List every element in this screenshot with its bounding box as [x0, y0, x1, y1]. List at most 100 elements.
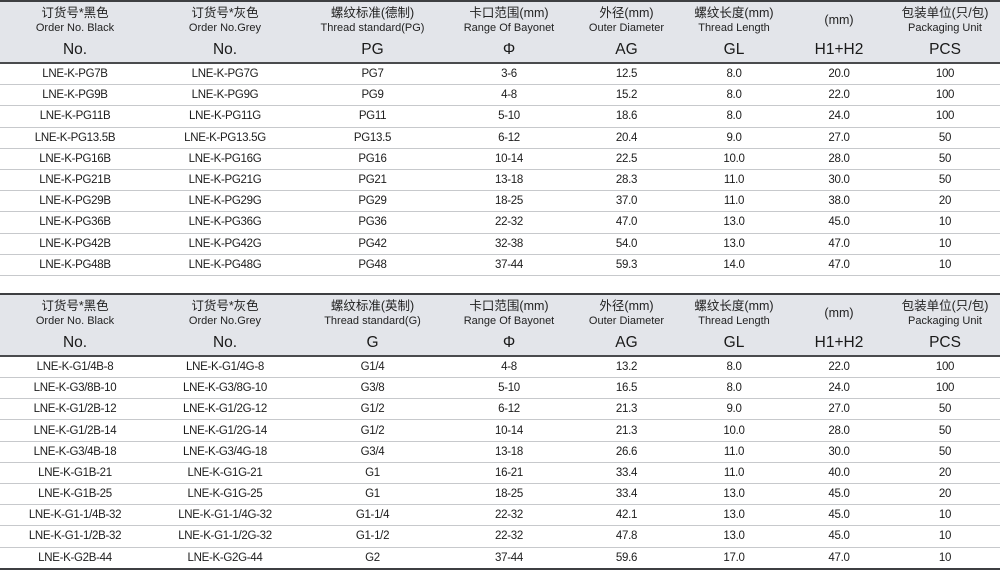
column-label-cn: 外径(mm): [599, 6, 654, 21]
cell: 32-38: [445, 233, 573, 255]
column-header: (mm) H1+H2: [788, 292, 890, 357]
column-label-en: Outer Diameter: [588, 21, 665, 34]
cell: 33.4: [573, 483, 680, 506]
column-label-cn: 订货号*灰色: [191, 299, 259, 314]
column-label-cn: 包装单位(只/包): [901, 299, 989, 314]
cell: G2: [300, 547, 445, 570]
column-label-en: Thread standard(PG): [320, 21, 425, 34]
cell: 45.0: [788, 525, 890, 548]
cell: 28.0: [788, 419, 890, 442]
cell: 13.0: [680, 483, 788, 506]
cell: LNE-K-PG13.5B: [0, 127, 150, 149]
table-row: LNE-K-G1B-21 LNE-K-G1G-21 G1 16-21 33.4 11.0 4…: [0, 462, 1000, 485]
cell: 8.0: [680, 63, 788, 86]
cell: LNE-K-G2G-44: [150, 547, 300, 570]
cell: 20.0: [788, 63, 890, 86]
column-code: No.: [62, 333, 88, 351]
column-header: 卡口范围(mm) Range Of Bayonet Φ: [445, 0, 573, 64]
cell: 4-8: [445, 355, 573, 379]
cell: LNE-K-G3/8G-10: [150, 377, 300, 400]
cell: PG29: [300, 190, 445, 213]
cell: 47.0: [573, 211, 680, 234]
cell: 3-6: [445, 63, 573, 86]
column-code: AG: [615, 41, 638, 58]
column-label-cn: 订货号*灰色: [191, 6, 259, 21]
column-code: PCS: [929, 41, 961, 58]
cell: G1/4: [300, 355, 445, 379]
cell: G1-1/4: [300, 504, 445, 527]
column-code: PCS: [929, 333, 961, 351]
cell: 28.0: [788, 148, 890, 170]
cell: PG16: [300, 148, 445, 170]
column-label-cn: 订货号*黑色: [41, 299, 109, 314]
table-row: LNE-K-G1/4B-8 LNE-K-G1/4G-8 G1/4 4-8 13.2 8.0…: [0, 355, 1000, 379]
cell: 45.0: [788, 483, 890, 506]
cell: 10: [890, 211, 1000, 234]
cell: 59.3: [573, 254, 680, 276]
cell: 20: [890, 190, 1000, 213]
cell: LNE-K-G1-1/4B-32: [0, 504, 150, 527]
cell: 22-32: [445, 525, 573, 548]
header-row: 订货号*黑色 Order No. Black No. 订货号*灰色 Order No.G…: [0, 292, 1000, 357]
column-label-en: Range Of Bayonet: [463, 314, 555, 327]
cell: G3/8: [300, 377, 445, 400]
cell: 10: [890, 547, 1000, 570]
cell: 8.0: [680, 105, 788, 128]
cell: PG21: [300, 169, 445, 192]
column-label-en: Outer Diameter: [588, 314, 665, 327]
cell: G3/4: [300, 441, 445, 463]
cell: 100: [890, 377, 1000, 400]
cell: LNE-K-PG9G: [150, 84, 300, 107]
cell: 13.0: [680, 233, 788, 255]
column-header: 订货号*灰色 Order No.Grey No.: [150, 0, 300, 64]
cell: 22-32: [445, 504, 573, 527]
g-table-body: LNE-K-G1/4B-8 LNE-K-G1/4G-8 G1/4 4-8 13.2 8.0…: [0, 355, 1000, 570]
table-row: LNE-K-G1-1/4B-32 LNE-K-G1-1/4G-32 G1-1/4 22…: [0, 504, 1000, 527]
cell: 20: [890, 462, 1000, 485]
cell: 47.0: [788, 233, 890, 255]
cell: LNE-K-G1G-21: [150, 462, 300, 485]
table-row: LNE-K-G1-1/2B-32 LNE-K-G1-1/2G-32 G1-1/2 22…: [0, 525, 1000, 548]
column-label-cn: 螺纹标准(德制): [330, 6, 415, 21]
cell: LNE-K-G1B-21: [0, 462, 150, 485]
column-label-cn: 外径(mm): [599, 299, 654, 314]
column-code: Φ: [502, 333, 516, 351]
column-code: No.: [212, 333, 238, 351]
cell: 11.0: [680, 462, 788, 485]
cell: LNE-K-PG48G: [150, 254, 300, 276]
cell: 47.0: [788, 547, 890, 570]
cell: PG42: [300, 233, 445, 255]
cell: LNE-K-G1-1/2G-32: [150, 525, 300, 548]
cell: LNE-K-PG16B: [0, 148, 150, 170]
cell: LNE-K-G1/2G-12: [150, 398, 300, 421]
cell: 27.0: [788, 127, 890, 149]
cell: 24.0: [788, 105, 890, 128]
pg-table-body: LNE-K-PG7B LNE-K-PG7G PG7 3-6 12.5 8.0 20.0 100…: [0, 63, 1000, 276]
cell: 54.0: [573, 233, 680, 255]
header-row: 订货号*黑色 Order No. Black No. 订货号*灰色 Order No.G…: [0, 0, 1000, 64]
cell: PG7: [300, 63, 445, 86]
cell: 21.3: [573, 398, 680, 421]
column-code: H1+H2: [814, 41, 864, 58]
cell: 100: [890, 355, 1000, 379]
cell: LNE-K-G1/2B-14: [0, 419, 150, 442]
cell: 13-18: [445, 169, 573, 192]
cell: 16.5: [573, 377, 680, 400]
cell: LNE-K-G1-1/2B-32: [0, 525, 150, 548]
cell: 59.6: [573, 547, 680, 570]
table-row: LNE-K-PG13.5B LNE-K-PG13.5G PG13.5 6-12 20.4…: [0, 127, 1000, 149]
cell: 5-10: [445, 377, 573, 400]
cell: 50: [890, 148, 1000, 170]
table-row: LNE-K-PG7B LNE-K-PG7G PG7 3-6 12.5 8.0 20.0 100: [0, 63, 1000, 86]
cell: LNE-K-PG36B: [0, 211, 150, 234]
cell: LNE-K-PG7B: [0, 63, 150, 86]
cell: 6-12: [445, 398, 573, 421]
cell: LNE-K-PG13.5G: [150, 127, 300, 149]
cell: LNE-K-G1G-25: [150, 483, 300, 506]
column-label-en: Order No.Grey: [188, 21, 262, 34]
cell: LNE-K-G3/8B-10: [0, 377, 150, 400]
cell: 8.0: [680, 355, 788, 379]
cell: 24.0: [788, 377, 890, 400]
table-row: LNE-K-PG29B LNE-K-PG29G PG29 18-25 37.0 11.0 3…: [0, 190, 1000, 213]
cell: 8.0: [680, 377, 788, 400]
